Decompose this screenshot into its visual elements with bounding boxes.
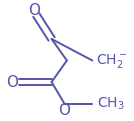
Text: CH$_3$: CH$_3$	[97, 95, 125, 112]
Text: O: O	[28, 3, 40, 18]
Text: CH$_2^-$: CH$_2^-$	[96, 52, 127, 69]
Text: O: O	[6, 75, 18, 90]
Text: O: O	[58, 103, 70, 118]
